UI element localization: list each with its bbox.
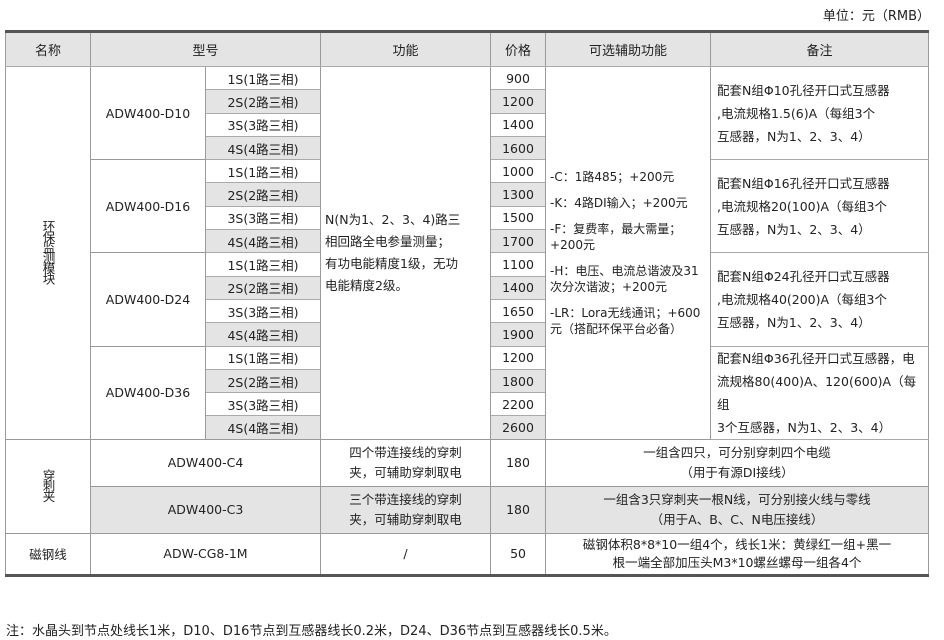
- table-row: 4S(4路三相) 1600: [6, 135, 929, 161]
- variant-cell: 1S(1路三相): [204, 65, 322, 91]
- table-row: 3S(3路三相) 1650: [6, 298, 929, 324]
- price-cell: 1500: [490, 205, 547, 231]
- header-remark: 备注: [710, 30, 930, 67]
- function-cell: N(N为1、2、3、4)路三 相回路全电参量测量； 有功电能精度1级，无功 电能精度2…: [320, 66, 492, 440]
- price-cell: 180: [490, 439, 547, 487]
- variant-cell: 3S(3路三相): [204, 112, 322, 137]
- variant-cell: 4S(4路三相): [204, 229, 322, 254]
- remark-cell: 配套N组Φ10孔径开口式互感器 ,电流规格1.5(6)A（每组3个 互感器，N为1、…: [710, 66, 930, 161]
- price-cell: 1900: [490, 322, 547, 347]
- table-row: 4S(4路三相) 2600: [6, 415, 929, 440]
- variant-cell: 2S(2路三相): [204, 275, 322, 300]
- category-name: 磁钢线: [5, 533, 91, 577]
- category-name: 穿刺夹: [5, 439, 91, 534]
- variant-cell: 3S(3路三相): [204, 205, 322, 231]
- header-price: 价格: [490, 30, 547, 67]
- price-cell: 1400: [490, 112, 547, 137]
- header-model: 型号: [89, 30, 322, 67]
- price-cell: 1400: [490, 275, 547, 300]
- price-cell: 1100: [490, 252, 547, 277]
- remark-cell: 配套N组Φ36孔径开口式互感器，电 流规格80(400)A、120(600)A（每…: [710, 346, 930, 440]
- price-cell: 1200: [490, 345, 547, 370]
- remark-cell: 一组含四只，可分别穿刺四个电缆 （用于有源DI接线）: [545, 439, 930, 487]
- price-table: 名称 型号 功能 价格 可选辅助功能 备注 环保监测模块 ADW400-D10 1S…: [5, 30, 930, 577]
- price-cell: 180: [490, 486, 547, 534]
- table-row: 穿刺夹 ADW400-C4 四个带连接线的穿刺 夹，可辅助穿刺取电 180 一组含四只，可…: [5, 439, 930, 534]
- options-cell: -C：1路485；+200元 -K：4路DI输入；+200元 -F：复费率，最大需量…: [545, 66, 712, 440]
- price-cell: 1800: [490, 368, 547, 394]
- table-row: ADW400-C3 三个带连接线的穿刺 夹，可辅助穿刺取电 180 一组含3只穿刺夹一根…: [6, 486, 930, 534]
- table-row: 2S(2路三相) 1300: [6, 182, 929, 207]
- function-cell: 四个带连接线的穿刺 夹，可辅助穿刺取电: [320, 439, 492, 487]
- variant-cell: 3S(3路三相): [204, 392, 322, 417]
- table-row: 环保监测模块 ADW400-D10 1S(1路三相) N(N为1、2、3、4)路三 相回…: [5, 65, 930, 440]
- variant-cell: 3S(3路三相): [204, 298, 322, 324]
- function-cell: /: [320, 533, 492, 577]
- table-row: 2S(2路三相) 1400: [6, 275, 929, 300]
- variant-cell: 4S(4路三相): [204, 322, 322, 347]
- table-row: 2S(2路三相) 1800: [6, 368, 929, 394]
- model-cell: ADW400-D36: [90, 346, 206, 440]
- variant-cell: 1S(1路三相): [204, 252, 322, 277]
- remark-cell: 一组含3只穿刺夹一根N线，可分别接火线与零线 （用于A、B、C、N电压接线）: [545, 486, 930, 534]
- model-cell: ADW400-C3: [89, 486, 322, 534]
- unit-label: 单位：元（RMB）: [822, 9, 930, 24]
- price-cell: 50: [490, 533, 547, 577]
- footnote: 注：水晶头到节点处线长1米，D10、D16节点到互感器线长0.2米，D24、D3…: [6, 624, 617, 639]
- table-row: ADW400-D24 1S(1路三相) 1100 配套N组Φ24孔径开口式互感器 ,电流…: [6, 252, 930, 347]
- table-row: ADW400-D16 1S(1路三相) 1000 配套N组Φ16孔径开口式互感器 ,电流…: [6, 159, 930, 254]
- remark-cell: 配套N组Φ24孔径开口式互感器 ,电流规格40(200)A（每组3个 互感器，N为1…: [710, 252, 930, 347]
- category-name: 环保监测模块: [5, 66, 91, 440]
- model-cell: ADW400-D16: [90, 159, 206, 254]
- remark-cell: 配套N组Φ16孔径开口式互感器 ,电流规格20(100)A（每组3个 互感器，N为1…: [710, 159, 930, 254]
- variant-cell: 4S(4路三相): [204, 415, 322, 440]
- table-row: 磁钢线 ADW-CG8-1M/50 磁钢体积8*8*10一组4个，线长1米：黄绿红一…: [5, 533, 930, 577]
- variant-cell: 4S(4路三相): [204, 135, 322, 161]
- price-cell: 2200: [490, 392, 547, 417]
- model-cell: ADW400-D24: [90, 252, 206, 347]
- model-cell: ADW-CG8-1M: [89, 533, 322, 577]
- header-options: 可选辅助功能: [545, 30, 712, 67]
- variant-cell: 1S(1路三相): [204, 345, 322, 370]
- variant-cell: 2S(2路三相): [204, 368, 322, 394]
- table-row: 3S(3路三相) 1500: [6, 205, 929, 231]
- price-cell: 1650: [490, 298, 547, 324]
- variant-cell: 2S(2路三相): [204, 89, 322, 114]
- remark-cell: 磁钢体积8*8*10一组4个，线长1米：黄绿红一组+黑一 根一端全部加压头M3*1…: [545, 533, 930, 577]
- table-row: 3S(3路三相) 1400: [6, 112, 929, 137]
- header-row: 名称 型号 功能 价格 可选辅助功能 备注: [5, 30, 930, 67]
- variant-cell: 1S(1路三相): [204, 159, 322, 184]
- price-cell: 1600: [490, 135, 547, 161]
- model-cell: ADW400-D10: [90, 66, 206, 161]
- price-cell: 1000: [490, 159, 547, 184]
- function-cell: 三个带连接线的穿刺 夹，可辅助穿刺取电: [320, 486, 492, 534]
- price-cell: 1200: [490, 89, 547, 114]
- price-cell: 1300: [490, 182, 547, 207]
- header-name: 名称: [5, 30, 91, 67]
- price-cell: 1700: [490, 229, 547, 254]
- table-row: ADW400-D36 1S(1路三相) 1200 配套N组Φ36孔径开口式互感器，电流…: [6, 345, 930, 440]
- header-function: 功能: [320, 30, 492, 67]
- table-row: 2S(2路三相) 1200: [6, 89, 929, 114]
- price-cell: 900: [490, 65, 547, 91]
- variant-cell: 2S(2路三相): [204, 182, 322, 207]
- table-row: 4S(4路三相) 1700: [6, 229, 929, 254]
- price-cell: 2600: [490, 415, 547, 440]
- model-cell: ADW400-C4: [89, 439, 322, 487]
